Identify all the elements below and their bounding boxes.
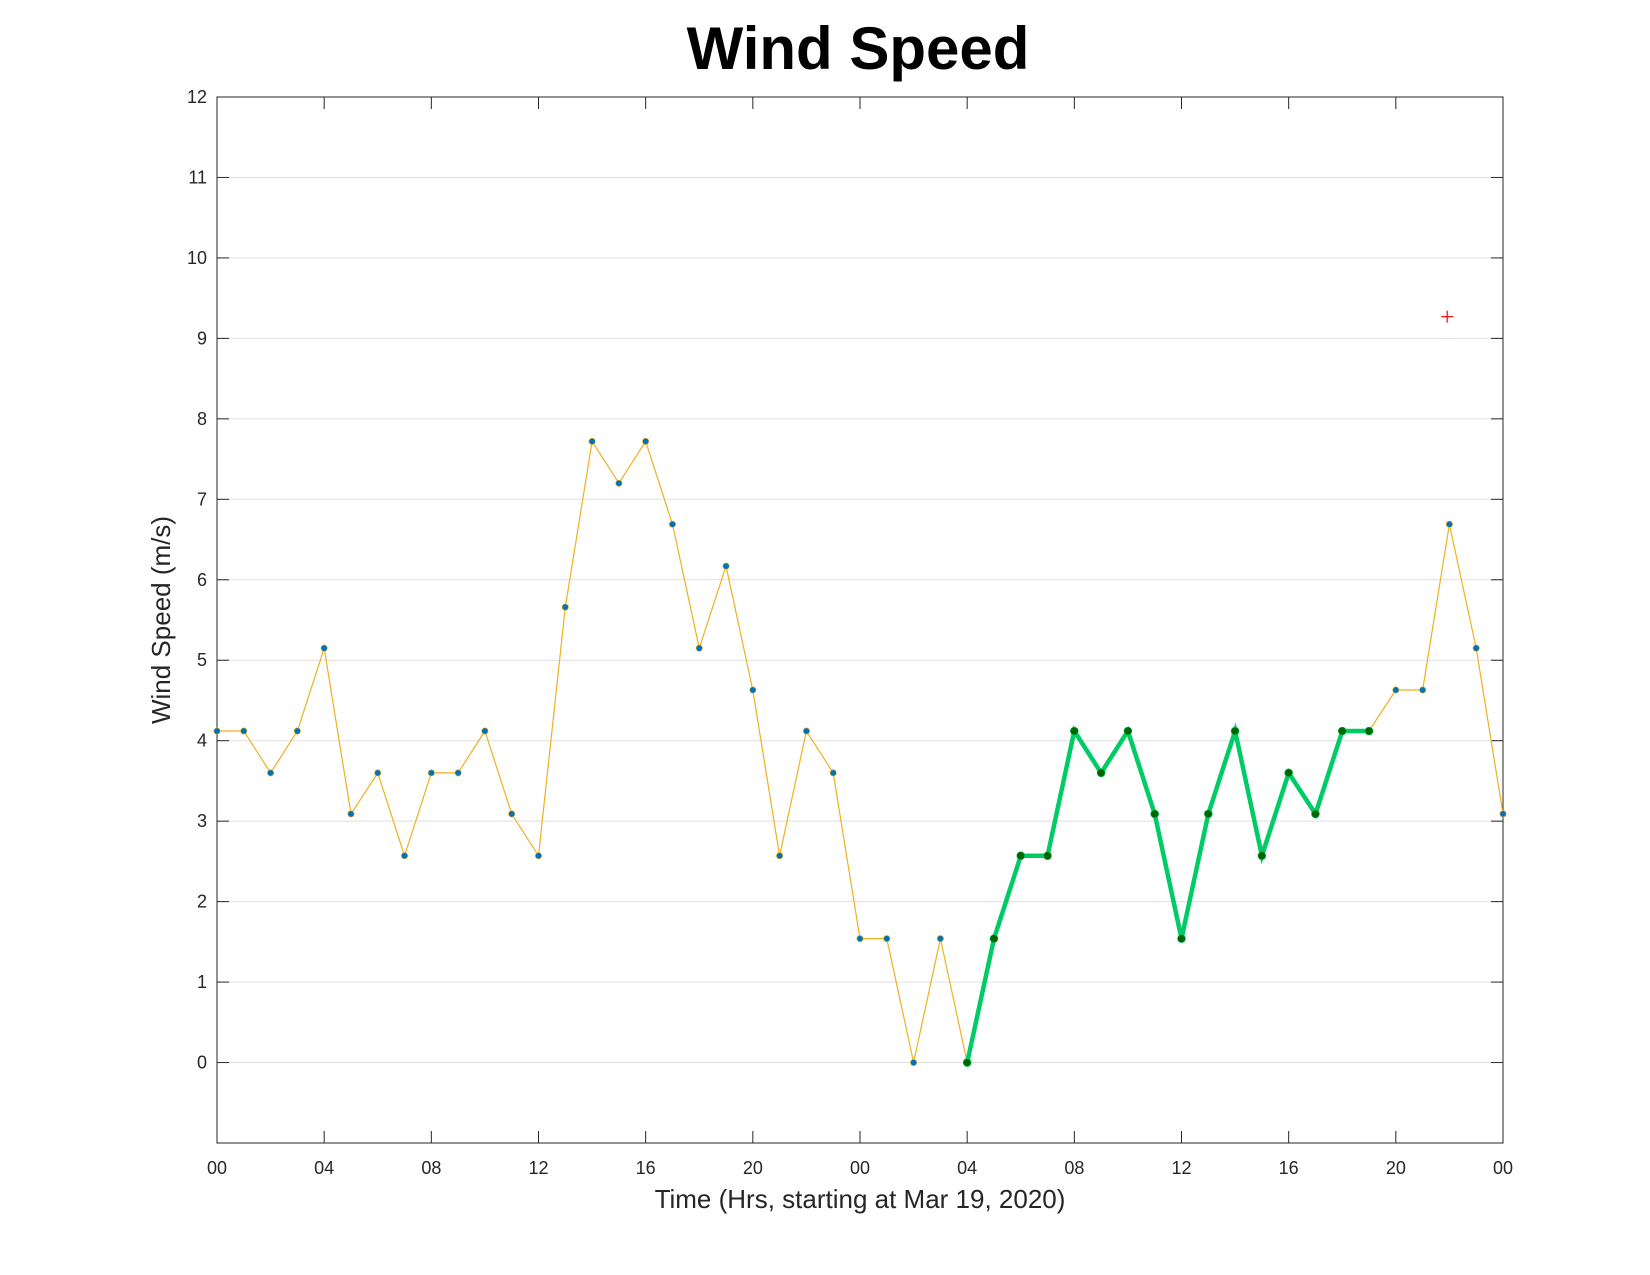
series-1-point (320, 644, 328, 652)
y-tick-label: 4 (197, 731, 207, 751)
x-tick-label: 12 (528, 1158, 548, 1178)
series-1-point (240, 727, 248, 735)
x-tick-label: 00 (1493, 1158, 1513, 1178)
series-1-point (401, 852, 409, 860)
y-axis-label: Wind Speed (m/s) (146, 516, 176, 724)
series-2-point (1230, 726, 1240, 736)
series-1-point (883, 935, 891, 943)
x-tick-label: 20 (743, 1158, 763, 1178)
axis-ticks (216, 96, 1504, 1143)
grid-lines (217, 96, 1503, 1064)
x-tick-label: 04 (314, 1158, 334, 1178)
series-layer (213, 437, 1507, 1067)
series-1-point (910, 1059, 918, 1067)
series-1-point (454, 769, 462, 777)
series-1-point (749, 686, 757, 694)
series-1-point (1419, 686, 1427, 694)
y-tick-label: 11 (188, 167, 207, 187)
series-2-point (1311, 809, 1320, 819)
plot-area-frame (216, 96, 1504, 1144)
x-tick-label: 00 (207, 1158, 227, 1178)
x-tick-label: 20 (1386, 1158, 1406, 1178)
y-tick-label: 10 (187, 248, 207, 268)
x-tick-label: 08 (421, 1158, 441, 1178)
series-1-point (776, 852, 784, 860)
series-1-point (561, 603, 569, 611)
series-1-point (293, 727, 301, 735)
series-2-point (1096, 768, 1106, 778)
y-tick-label: 0 (197, 1053, 207, 1073)
series-2-point (962, 1058, 972, 1067)
series-1-point (1392, 686, 1400, 694)
x-axis-label: Time (Hrs, starting at Mar 19, 2020) (655, 1184, 1066, 1214)
series-2-point (1123, 726, 1133, 736)
series-1-point (213, 727, 221, 735)
series-1-point (534, 852, 542, 860)
y-tick-label: 2 (197, 892, 207, 912)
annotation-plus-marker (1441, 310, 1454, 323)
y-tick-label: 12 (187, 87, 207, 107)
series-2-point (1337, 726, 1347, 736)
series-1-point (829, 769, 837, 777)
x-tick-label: 12 (1171, 1158, 1191, 1178)
y-tick-label: 9 (197, 328, 207, 348)
series-2-point (989, 934, 999, 943)
x-tick-label: 04 (957, 1158, 977, 1178)
y-tick-label: 6 (197, 570, 207, 590)
series-2-point (1177, 934, 1186, 943)
series-2-point (1257, 851, 1267, 861)
series-1-point (856, 935, 864, 943)
series-2-point (1284, 768, 1293, 778)
series-1-point (695, 644, 703, 652)
series-2-point (1070, 726, 1079, 736)
y-tick-label: 7 (197, 489, 207, 509)
series-2-point (1043, 851, 1052, 861)
series-2-point (1203, 809, 1213, 819)
y-tick-label: 8 (197, 409, 207, 429)
series-1-point (588, 437, 596, 445)
series-2-point (1150, 809, 1160, 819)
series-2-point (1364, 726, 1374, 736)
y-tick-label: 3 (197, 811, 207, 831)
series-2-point (1016, 851, 1026, 861)
series-1-point (1472, 644, 1480, 652)
series-1-point (615, 479, 623, 487)
series-1-point (802, 727, 810, 735)
annotations-layer (1441, 310, 1454, 323)
series-1-point (508, 810, 516, 818)
x-tick-label: 00 (850, 1158, 870, 1178)
series-1-point (267, 769, 275, 777)
series-1-point (668, 520, 676, 528)
series-1 (213, 437, 1507, 1067)
series-1-line (217, 439, 1504, 1063)
series-1-point (427, 769, 435, 777)
series-1-point (642, 437, 650, 445)
series-1-point (1445, 520, 1453, 528)
series-1-point (1499, 810, 1507, 818)
x-tick-label: 08 (1064, 1158, 1084, 1178)
series-1-point (481, 727, 489, 735)
series-1-point (347, 810, 355, 818)
x-tick-label: 16 (636, 1158, 656, 1178)
x-tick-label: 16 (1279, 1158, 1299, 1178)
y-tick-label: 5 (197, 650, 207, 670)
series-1-point (936, 935, 944, 943)
series-1-point (722, 562, 730, 570)
chart-title: Wind Speed (686, 15, 1030, 82)
y-tick-label: 1 (197, 972, 207, 992)
series-2-line (965, 722, 1369, 1063)
series-1-point (374, 769, 382, 777)
series-2 (962, 722, 1374, 1067)
